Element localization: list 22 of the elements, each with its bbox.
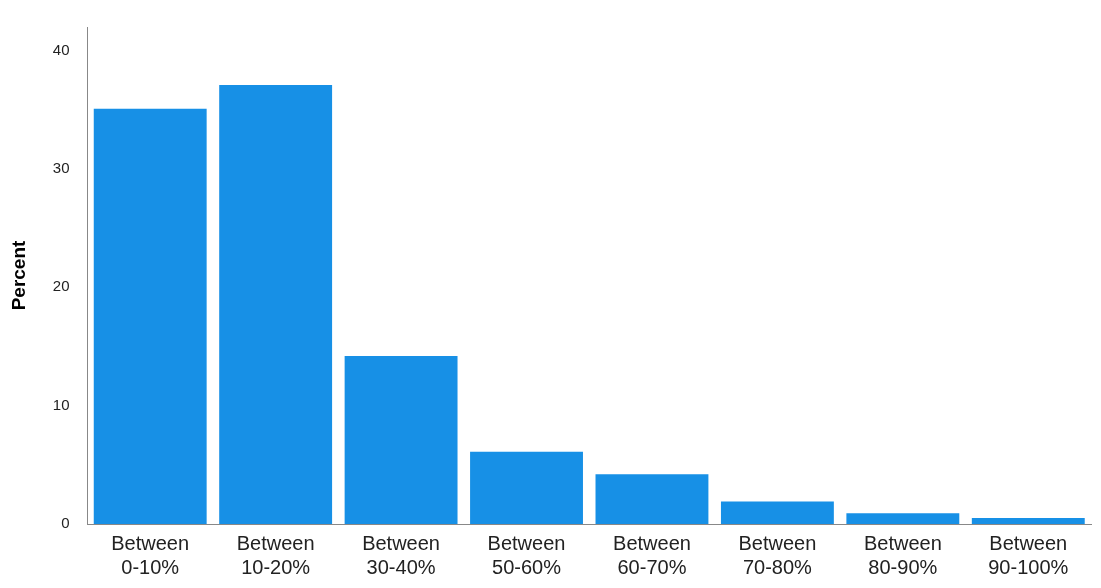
x-tick-label: Between 50-60%	[487, 531, 566, 578]
x-tick-label: Between 10-20%	[236, 531, 315, 578]
bar	[595, 474, 709, 524]
bar	[971, 518, 1085, 524]
y-tick-label: 40	[52, 40, 70, 58]
bar	[470, 451, 583, 524]
x-tick-label: Between 80-90%	[863, 531, 942, 578]
y-tick-label: 0	[61, 514, 70, 532]
bar	[846, 513, 960, 524]
y-tick-label: 10	[52, 395, 70, 413]
bar	[219, 84, 333, 524]
bar	[344, 355, 458, 524]
x-tick-label: Between 60-70%	[613, 531, 691, 578]
y-tick-label: 30	[52, 159, 70, 177]
x-tick-label: Between 0-10%	[111, 531, 190, 578]
x-tick-label: Between 90-100%	[988, 531, 1069, 578]
y-axis-title: Percent	[7, 239, 29, 311]
bar	[720, 501, 834, 524]
x-tick-label: Between 30-40%	[362, 531, 441, 578]
y-tick-label: 20	[52, 277, 70, 295]
x-tick-label: Between 70-80%	[738, 531, 817, 578]
bar	[93, 108, 207, 524]
